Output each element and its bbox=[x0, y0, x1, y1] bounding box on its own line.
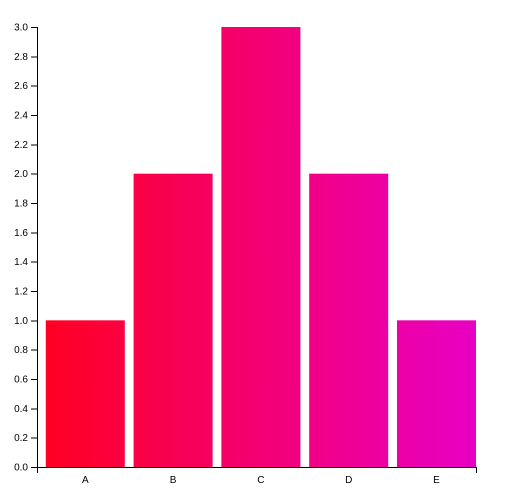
y-tick-label: 0.6 bbox=[14, 375, 28, 386]
y-tick-label: 2.0 bbox=[14, 169, 28, 180]
y-tick-label: 3.0 bbox=[14, 23, 28, 34]
y-tick-label: 0.4 bbox=[14, 404, 28, 415]
bar bbox=[133, 173, 213, 467]
y-axis bbox=[31, 27, 38, 468]
y-tick-label: 0.2 bbox=[14, 433, 28, 444]
x-tick-label: D bbox=[345, 475, 352, 486]
x-axis bbox=[37, 467, 477, 473]
x-tick-label: E bbox=[433, 475, 440, 486]
y-tick-label: 2.8 bbox=[14, 52, 28, 63]
y-tick-label: 2.2 bbox=[14, 140, 28, 151]
bar bbox=[396, 320, 476, 467]
x-tick-label: A bbox=[82, 475, 89, 486]
y-tick-label: 1.6 bbox=[14, 228, 28, 239]
y-tick-label: 1.4 bbox=[14, 257, 28, 268]
y-tick-label: 2.4 bbox=[14, 111, 28, 122]
bar bbox=[45, 320, 125, 467]
y-tick-label: 0.8 bbox=[14, 345, 28, 356]
x-tick-label: B bbox=[170, 475, 177, 486]
y-tick-label: 1.8 bbox=[14, 199, 28, 210]
bar bbox=[221, 27, 301, 467]
y-tick-label: 1.2 bbox=[14, 287, 28, 298]
y-tick-label: 1.0 bbox=[14, 316, 28, 327]
y-tick-label: 2.6 bbox=[14, 81, 28, 92]
bar bbox=[309, 173, 389, 467]
x-tick-label: C bbox=[257, 475, 264, 486]
y-tick-label: 0.0 bbox=[14, 463, 28, 474]
